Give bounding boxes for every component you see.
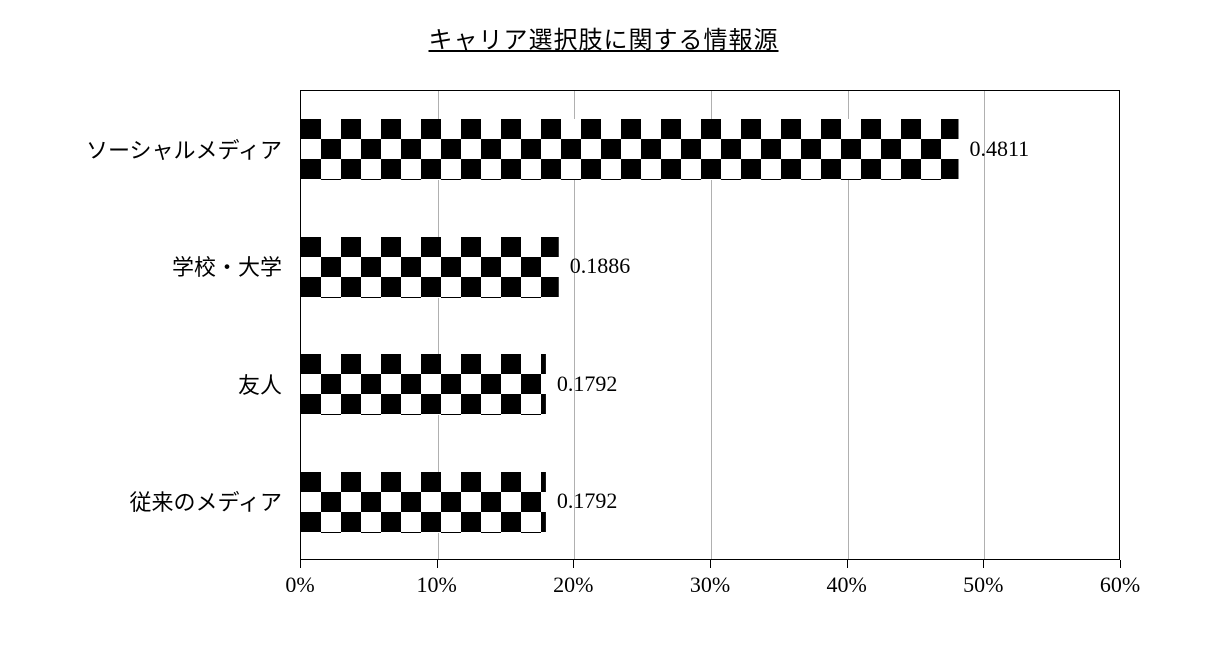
y-category-label: 従来のメディア xyxy=(130,485,282,517)
y-category-label: 学校・大学 xyxy=(172,250,282,282)
bar-data-label: 0.1792 xyxy=(557,488,618,514)
chart-plot-container: 0% 10% 20% 30% 40% 50% 60% ソーシャルメディア学校・大学友人従来の… xyxy=(0,0,1207,645)
bar-data-label: 0.1792 xyxy=(557,371,618,397)
y-category-label: ソーシャルメディア xyxy=(86,133,282,165)
x-tick xyxy=(847,560,848,568)
x-tick xyxy=(983,560,984,568)
x-tick xyxy=(300,560,301,568)
x-tick-label: 0% xyxy=(285,572,314,598)
x-tick-label: 20% xyxy=(553,572,593,598)
bar xyxy=(301,472,546,533)
bar-data-label: 0.1886 xyxy=(570,253,631,279)
x-tick-label: 60% xyxy=(1100,572,1140,598)
x-tick-label: 40% xyxy=(826,572,866,598)
x-tick-label: 10% xyxy=(416,572,456,598)
bar xyxy=(301,119,959,180)
y-category-label: 友人 xyxy=(238,368,282,400)
bar xyxy=(301,354,546,415)
x-tick xyxy=(437,560,438,568)
x-tick-label: 30% xyxy=(690,572,730,598)
bar-data-label: 0.4811 xyxy=(970,136,1030,162)
bar xyxy=(301,237,559,298)
x-tick xyxy=(710,560,711,568)
x-tick xyxy=(573,560,574,568)
x-tick-label: 50% xyxy=(963,572,1003,598)
x-tick xyxy=(1120,560,1121,568)
